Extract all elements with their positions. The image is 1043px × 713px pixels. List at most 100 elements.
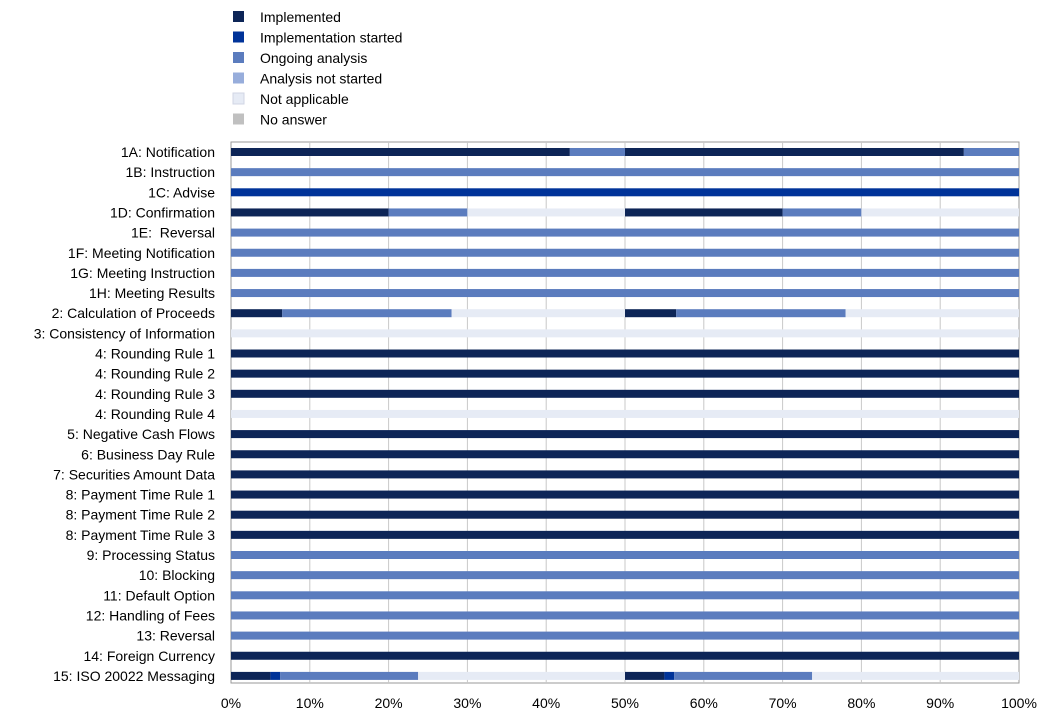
- bar-segment: [231, 369, 625, 378]
- legend-label: No answer: [260, 112, 327, 128]
- x-tick-label: 40%: [532, 695, 560, 711]
- bar-segment: [231, 208, 389, 217]
- bar-segment: [625, 651, 1019, 660]
- category-label: 8: Payment Time Rule 3: [66, 527, 216, 543]
- bar-segment: [963, 148, 1019, 156]
- bar-segment: [625, 148, 964, 156]
- bar-segment: [625, 329, 1019, 338]
- x-tick-label: 60%: [690, 695, 718, 711]
- bar-segment: [625, 430, 1019, 439]
- bar-segment: [231, 510, 625, 519]
- bar-segment: [782, 208, 862, 217]
- bar-segment: [231, 329, 625, 338]
- bar-segment: [280, 671, 419, 680]
- bar-segment: [625, 208, 783, 217]
- legend-label: Ongoing analysis: [260, 50, 367, 66]
- legend: Implemented Implementation started Ongoing…: [232, 9, 402, 128]
- bar-segment: [861, 208, 1019, 217]
- bar-segment: [231, 530, 625, 539]
- category-label: 7: Securities Amount Data: [53, 466, 215, 482]
- category-label: 4: Rounding Rule 3: [95, 386, 215, 402]
- x-tick-label: 80%: [847, 695, 875, 711]
- category-label: 10: Blocking: [139, 567, 215, 583]
- category-label: 1C: Advise: [148, 184, 215, 200]
- legend-swatch: [233, 31, 244, 43]
- bar-segment: [231, 671, 271, 680]
- bar-segment: [625, 389, 1019, 398]
- bar-segment: [625, 530, 1019, 539]
- bar-segment: [625, 450, 1019, 459]
- bar-segment: [231, 248, 625, 257]
- bar-segment: [625, 631, 1019, 640]
- category-label: 1F: Meeting Notification: [68, 245, 215, 261]
- bar-segment: [231, 571, 625, 580]
- bar-segment: [625, 551, 1019, 559]
- x-tick-label: 50%: [611, 695, 639, 711]
- category-label: 6: Business Day Rule: [81, 446, 215, 462]
- bar-segment: [625, 470, 1019, 479]
- bar-segment: [664, 671, 675, 680]
- bar-segment: [388, 208, 468, 217]
- x-tick-label: 10%: [296, 695, 324, 711]
- category-label: 4: Rounding Rule 1: [95, 346, 215, 362]
- bar-segment: [451, 309, 625, 318]
- bar-segment: [845, 309, 1019, 318]
- bar-segment: [625, 611, 1019, 620]
- bar-segment: [231, 651, 625, 660]
- bar-segment: [812, 671, 1019, 680]
- bar-segment: [625, 188, 1019, 197]
- x-tick-label: 0%: [221, 695, 241, 711]
- legend-label: Not applicable: [260, 91, 349, 107]
- bar-segment: [231, 289, 625, 298]
- x-tick-label: 20%: [375, 695, 403, 711]
- category-label: 15: ISO 20022 Messaging: [53, 668, 215, 684]
- category-label: 1B: Instruction: [126, 164, 216, 180]
- bar-segment: [625, 409, 1019, 418]
- bar-segment: [231, 490, 625, 499]
- x-tick-label: 30%: [453, 695, 481, 711]
- category-labels: 1A: Notification 1B: Instruction 1C: Advis…: [34, 144, 216, 684]
- bar-segment: [231, 349, 625, 358]
- category-label: 14: Foreign Currency: [83, 648, 215, 664]
- bar-segment: [231, 188, 625, 197]
- bar-segment: [625, 490, 1019, 499]
- bar-segment: [569, 148, 625, 156]
- category-label: 9: Processing Status: [87, 547, 215, 563]
- bar-segment: [418, 671, 625, 680]
- bar-segment: [231, 148, 570, 156]
- bar-segment: [231, 611, 625, 620]
- category-label: 8: Payment Time Rule 2: [66, 507, 216, 523]
- bar-segment: [676, 309, 846, 318]
- x-tick-label: 70%: [769, 695, 797, 711]
- bar-segment: [231, 631, 625, 640]
- bar-segment: [625, 268, 1019, 277]
- bars: [231, 148, 1019, 680]
- bar-segment: [231, 268, 625, 277]
- bar-segment: [231, 591, 625, 600]
- legend-swatch: [233, 72, 244, 84]
- bar-segment: [231, 470, 625, 479]
- category-label: 1E: Reversal: [131, 225, 215, 241]
- legend-label: Implementation started: [260, 30, 402, 46]
- legend-swatch: [233, 113, 244, 125]
- category-label: 4: Rounding Rule 2: [95, 366, 215, 382]
- category-label: 3: Consistency of Information: [34, 325, 215, 341]
- bar-segment: [231, 430, 625, 439]
- category-label: 2: Calculation of Proceeds: [52, 305, 215, 321]
- bar-segment: [625, 309, 677, 318]
- x-tick-label: 90%: [926, 695, 954, 711]
- category-label: 1G: Meeting Instruction: [70, 265, 215, 281]
- bar-segment: [231, 168, 625, 177]
- bar-segment: [270, 671, 281, 680]
- bar-segment: [625, 289, 1019, 298]
- bar-segment: [625, 168, 1019, 177]
- bar-segment: [625, 571, 1019, 580]
- category-label: 1H: Meeting Results: [89, 285, 215, 301]
- bar-segment: [625, 228, 1019, 237]
- category-label: 1D: Confirmation: [110, 204, 215, 220]
- category-label: 5: Negative Cash Flows: [67, 426, 215, 442]
- legend-swatch: [232, 92, 245, 105]
- category-label: 1A: Notification: [121, 144, 215, 160]
- bar-segment: [625, 510, 1019, 519]
